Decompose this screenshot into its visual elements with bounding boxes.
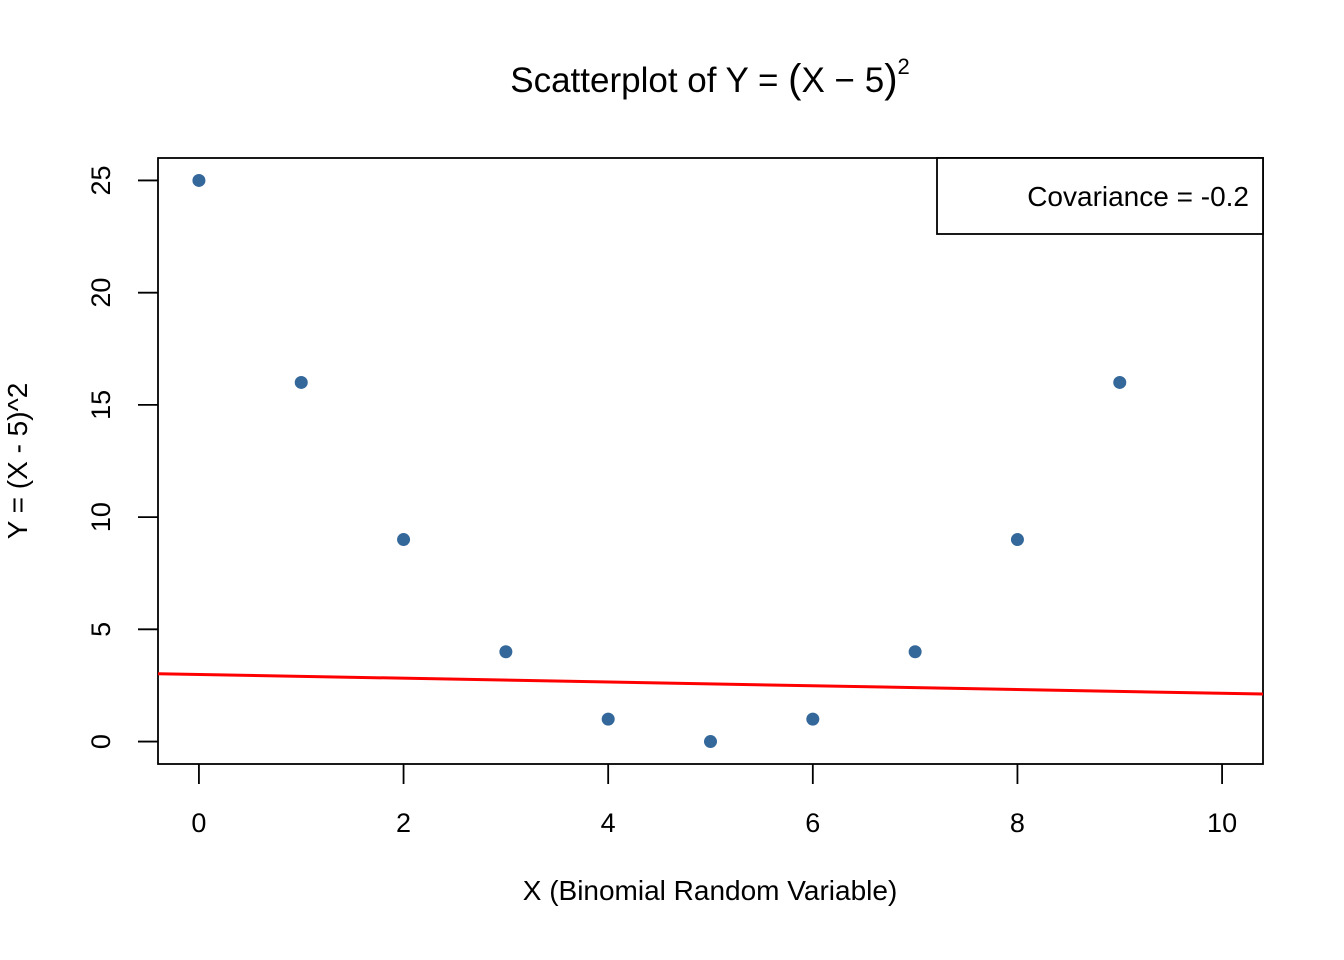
data-point-2	[397, 533, 411, 547]
y-tick-label-5: 5	[86, 622, 116, 637]
data-point-7	[908, 645, 922, 659]
y-axis-title: Y = (X - 5)^2	[2, 383, 33, 540]
plot-frame	[157, 157, 1264, 765]
chart-title-inner: X − 5	[801, 61, 884, 100]
x-tick-label-2: 2	[396, 808, 411, 838]
data-point-8	[1010, 533, 1024, 547]
x-tick-label-6: 6	[805, 808, 820, 838]
data-point-6	[806, 712, 820, 726]
data-point-1	[294, 375, 308, 389]
chart-title: Scatterplot of Y = (X − 5)2	[510, 54, 910, 101]
legend-box	[936, 157, 1264, 235]
legend-text: Covariance = -0.2	[1027, 181, 1249, 212]
data-point-0	[192, 173, 206, 187]
y-tick-label-20: 20	[86, 278, 116, 308]
data-point-5	[704, 735, 717, 749]
data-point-3	[499, 645, 513, 659]
y-tick-label-15: 15	[86, 390, 116, 420]
chart-title-open-paren: (	[788, 57, 802, 101]
x-tick-label-10: 10	[1207, 808, 1237, 838]
x-tick-label-8: 8	[1010, 808, 1025, 838]
chart-title-exponent: 2	[898, 54, 910, 79]
chart-title-prefix: Scatterplot of Y =	[510, 61, 788, 100]
y-tick-label-25: 25	[86, 165, 116, 195]
plot-area: 0 2 4 6 8 10 0 5 10 15 20 25 Covariance = -0.2	[86, 157, 1264, 838]
regression-line	[157, 672, 1264, 696]
data-point-9	[1113, 375, 1127, 389]
x-tick-label-4: 4	[601, 808, 616, 838]
y-tick-label-0: 0	[86, 734, 116, 749]
data-point-4	[601, 712, 615, 726]
y-tick-label-10: 10	[86, 502, 116, 532]
x-tick-label-0: 0	[191, 808, 206, 838]
chart-title-close-paren: )	[884, 57, 897, 101]
x-axis-title: X (Binomial Random Variable)	[523, 875, 898, 906]
